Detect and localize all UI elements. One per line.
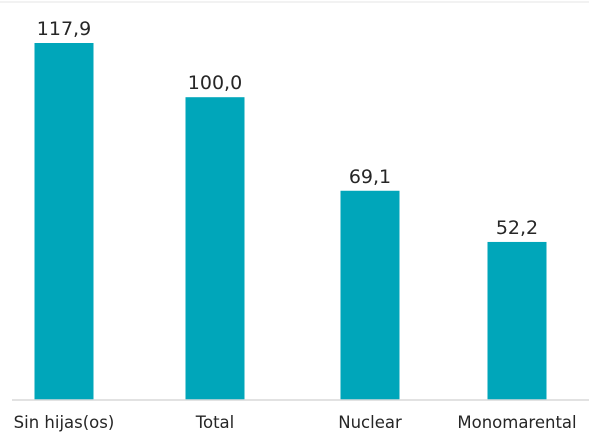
- bars-layer: [34, 43, 547, 400]
- data-label-2: 100,0: [188, 72, 242, 94]
- labels-layer: 117,9 Sin hijas(os) 100,0 Total 69,1 Nuclear 5…: [14, 18, 577, 432]
- data-label-4: 52,2: [496, 217, 538, 239]
- data-label-3: 69,1: [349, 166, 391, 188]
- data-label-1: 117,9: [37, 18, 91, 40]
- bar-3: [340, 190, 400, 400]
- category-label-3: Nuclear: [338, 413, 402, 432]
- category-label-4: Monomarental: [457, 413, 576, 432]
- category-label-1: Sin hijas(os): [14, 413, 115, 432]
- bar-4: [487, 241, 547, 400]
- bar-1: [34, 43, 94, 400]
- category-label-2: Total: [195, 413, 235, 432]
- bar-2: [185, 97, 245, 400]
